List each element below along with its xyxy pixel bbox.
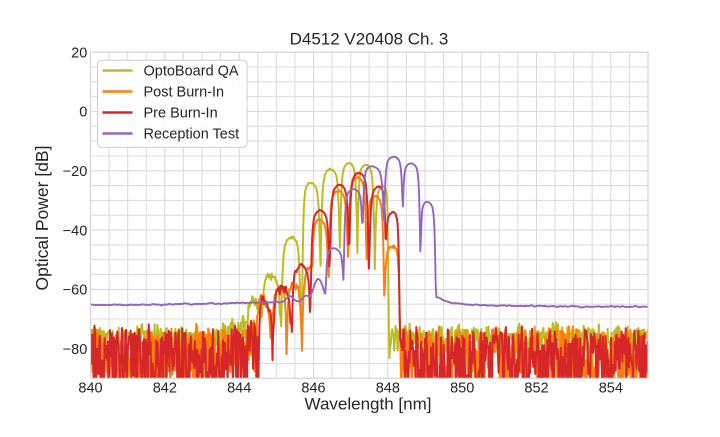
svg-text:850: 850 — [450, 381, 474, 397]
svg-text:840: 840 — [78, 381, 102, 397]
svg-text:Optical Power [dB]: Optical Power [dB] — [32, 146, 52, 291]
svg-text:OptoBoard QA: OptoBoard QA — [144, 64, 239, 80]
svg-text:20: 20 — [71, 45, 87, 61]
svg-text:D4512 V20408 Ch. 3: D4512 V20408 Ch. 3 — [290, 30, 449, 49]
svg-text:Reception Test: Reception Test — [144, 127, 240, 143]
svg-text:Pre Burn-In: Pre Burn-In — [144, 106, 218, 122]
svg-text:Wavelength [nm]: Wavelength [nm] — [305, 395, 432, 414]
svg-text:Post Burn-In: Post Burn-In — [144, 85, 225, 101]
svg-text:−60: −60 — [63, 283, 88, 299]
svg-text:844: 844 — [227, 381, 251, 397]
svg-text:842: 842 — [153, 381, 177, 397]
svg-text:846: 846 — [301, 381, 325, 397]
svg-text:848: 848 — [376, 381, 400, 397]
svg-text:0: 0 — [79, 105, 87, 121]
svg-text:−20: −20 — [63, 164, 88, 180]
svg-text:852: 852 — [524, 381, 548, 397]
svg-text:854: 854 — [599, 381, 623, 397]
svg-text:−40: −40 — [63, 223, 88, 239]
svg-text:−80: −80 — [63, 342, 88, 358]
